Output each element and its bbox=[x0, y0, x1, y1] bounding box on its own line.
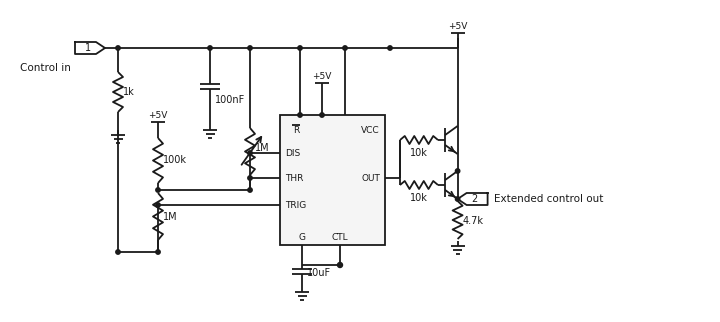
Circle shape bbox=[298, 113, 302, 117]
Text: TRIG: TRIG bbox=[285, 201, 306, 210]
Text: +5V: +5V bbox=[148, 111, 168, 120]
Circle shape bbox=[156, 203, 160, 207]
Circle shape bbox=[156, 188, 160, 192]
Text: 100k: 100k bbox=[163, 155, 187, 165]
Text: 1k: 1k bbox=[123, 87, 135, 97]
Text: 10k: 10k bbox=[410, 193, 428, 203]
Text: 10k: 10k bbox=[410, 148, 428, 158]
Circle shape bbox=[116, 46, 120, 50]
Circle shape bbox=[208, 46, 212, 50]
Text: CTL: CTL bbox=[332, 233, 348, 242]
Text: THR: THR bbox=[285, 174, 303, 183]
Text: 4.7k: 4.7k bbox=[463, 216, 484, 226]
Text: G: G bbox=[299, 233, 305, 242]
Circle shape bbox=[456, 197, 460, 201]
Circle shape bbox=[338, 262, 343, 268]
Circle shape bbox=[320, 113, 324, 117]
Circle shape bbox=[456, 169, 460, 173]
Circle shape bbox=[116, 250, 120, 254]
Text: OUT: OUT bbox=[361, 174, 380, 183]
Text: 10uF: 10uF bbox=[307, 268, 331, 278]
Circle shape bbox=[248, 151, 252, 155]
Circle shape bbox=[298, 46, 302, 50]
Text: Control in: Control in bbox=[20, 63, 71, 73]
Text: 1: 1 bbox=[86, 43, 91, 53]
Circle shape bbox=[343, 46, 347, 50]
Text: Extended control out: Extended control out bbox=[494, 194, 603, 204]
Text: 1M: 1M bbox=[163, 212, 178, 222]
Text: +5V: +5V bbox=[448, 22, 467, 31]
Text: R: R bbox=[293, 126, 299, 135]
Circle shape bbox=[248, 176, 252, 180]
Text: 2: 2 bbox=[471, 194, 477, 204]
Text: VCC: VCC bbox=[361, 126, 380, 135]
Text: +5V: +5V bbox=[312, 72, 332, 81]
Circle shape bbox=[248, 46, 252, 50]
Text: DIS: DIS bbox=[285, 148, 300, 157]
Circle shape bbox=[156, 250, 160, 254]
Circle shape bbox=[388, 46, 392, 50]
Text: 100nF: 100nF bbox=[215, 95, 246, 105]
Bar bbox=[280, 115, 385, 245]
Circle shape bbox=[248, 188, 252, 192]
Text: 1M: 1M bbox=[255, 143, 269, 153]
